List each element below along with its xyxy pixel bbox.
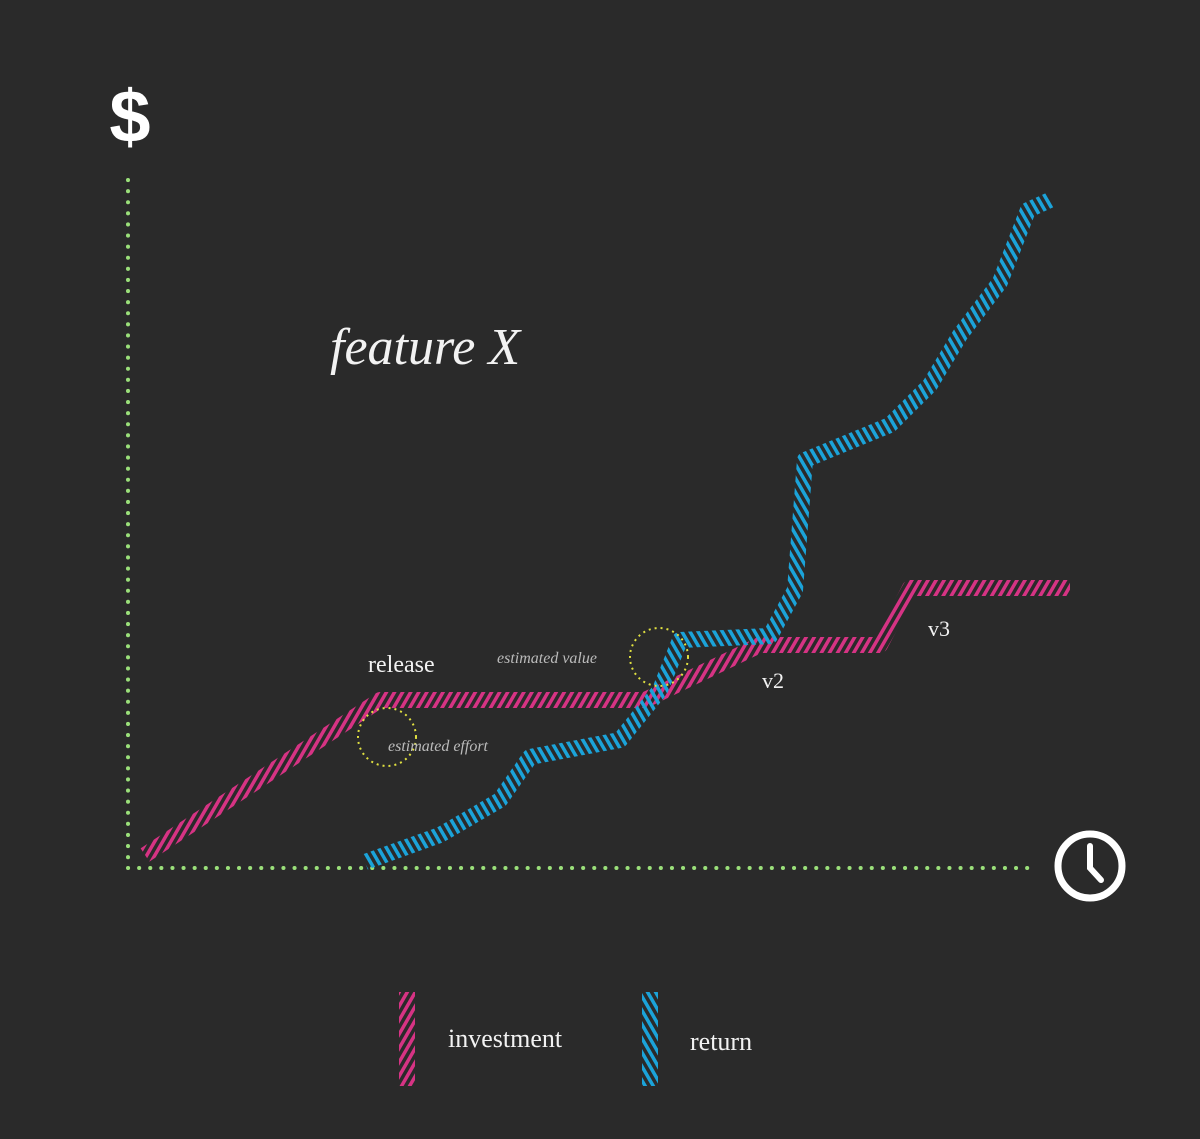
effort-marker — [357, 707, 417, 767]
v2-label: v2 — [762, 668, 784, 693]
v3-label: v3 — [928, 616, 950, 641]
estimated-value-label: estimated value — [497, 650, 597, 667]
y-axis-label: $ — [109, 75, 150, 158]
legend-label: investment — [448, 1024, 563, 1053]
legend-label: return — [690, 1027, 752, 1056]
estimated-effort-label: estimated effort — [388, 738, 489, 755]
investment-line — [140, 580, 1070, 862]
release-label: release — [368, 652, 435, 678]
clock-icon — [1054, 830, 1126, 902]
title: feature X — [330, 319, 522, 376]
return-line — [362, 192, 1054, 870]
value-marker — [629, 627, 689, 687]
